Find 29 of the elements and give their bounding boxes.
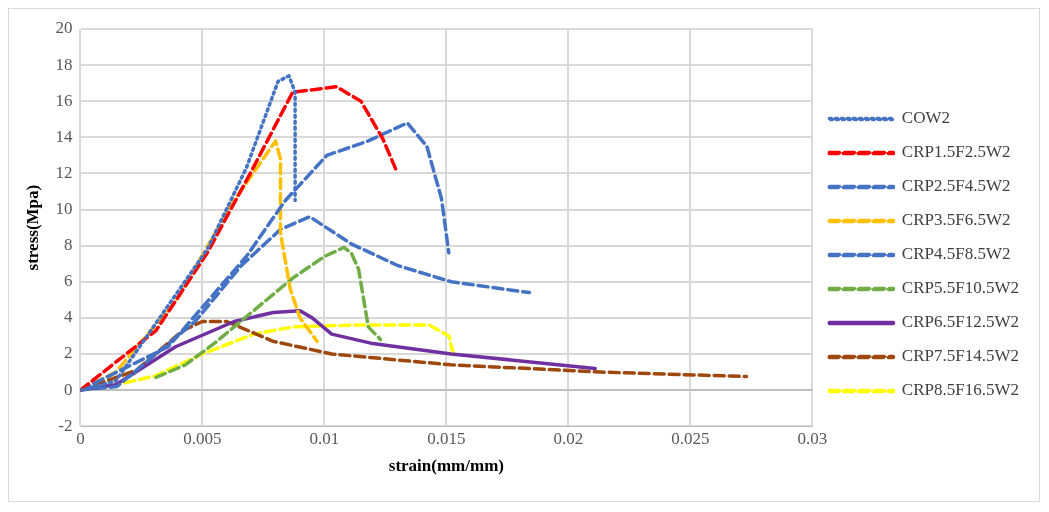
x-axis-title: strain(mm/mm) <box>388 456 504 476</box>
legend-label: CRP6.5F12.5W2 <box>901 312 1020 332</box>
legend-label: CRP2.5F4.5W2 <box>901 176 1011 196</box>
y-tick-label: 0 <box>63 379 73 399</box>
y-tick-label: 4 <box>63 307 73 327</box>
y-tick-label: 2 <box>63 343 73 363</box>
y-tick-label: 6 <box>63 271 73 291</box>
y-tick-label: -2 <box>58 415 73 435</box>
x-tick-label: 0.01 <box>309 428 340 448</box>
legend-label: CRP5.5F10.5W2 <box>901 278 1020 298</box>
y-tick-label: 16 <box>55 90 73 110</box>
y-tick-label: 14 <box>55 126 73 146</box>
legend-label: CRP8.5F16.5W2 <box>901 380 1020 400</box>
y-axis-title: stress(Mpa) <box>22 184 42 271</box>
y-tick-label: 10 <box>55 199 73 219</box>
x-tick-label: 0.03 <box>797 428 828 448</box>
x-tick-label: 0.015 <box>427 428 466 448</box>
x-tick-label: 0.005 <box>183 428 222 448</box>
legend-label: CRP1.5F2.5W2 <box>901 142 1011 162</box>
x-tick-label: 0.025 <box>671 428 710 448</box>
legend-label: CRP3.5F6.5W2 <box>901 210 1011 230</box>
y-tick-label: 18 <box>55 54 73 74</box>
legend-label: CRP7.5F14.5W2 <box>901 346 1020 366</box>
legend-label: CRP4.5F8.5W2 <box>901 244 1011 264</box>
y-tick-label: 8 <box>63 235 73 255</box>
y-tick-label: 12 <box>55 162 73 182</box>
y-tick-label: 20 <box>55 18 73 38</box>
legend-label: COW2 <box>901 108 951 128</box>
x-tick-label: 0.02 <box>553 428 584 448</box>
